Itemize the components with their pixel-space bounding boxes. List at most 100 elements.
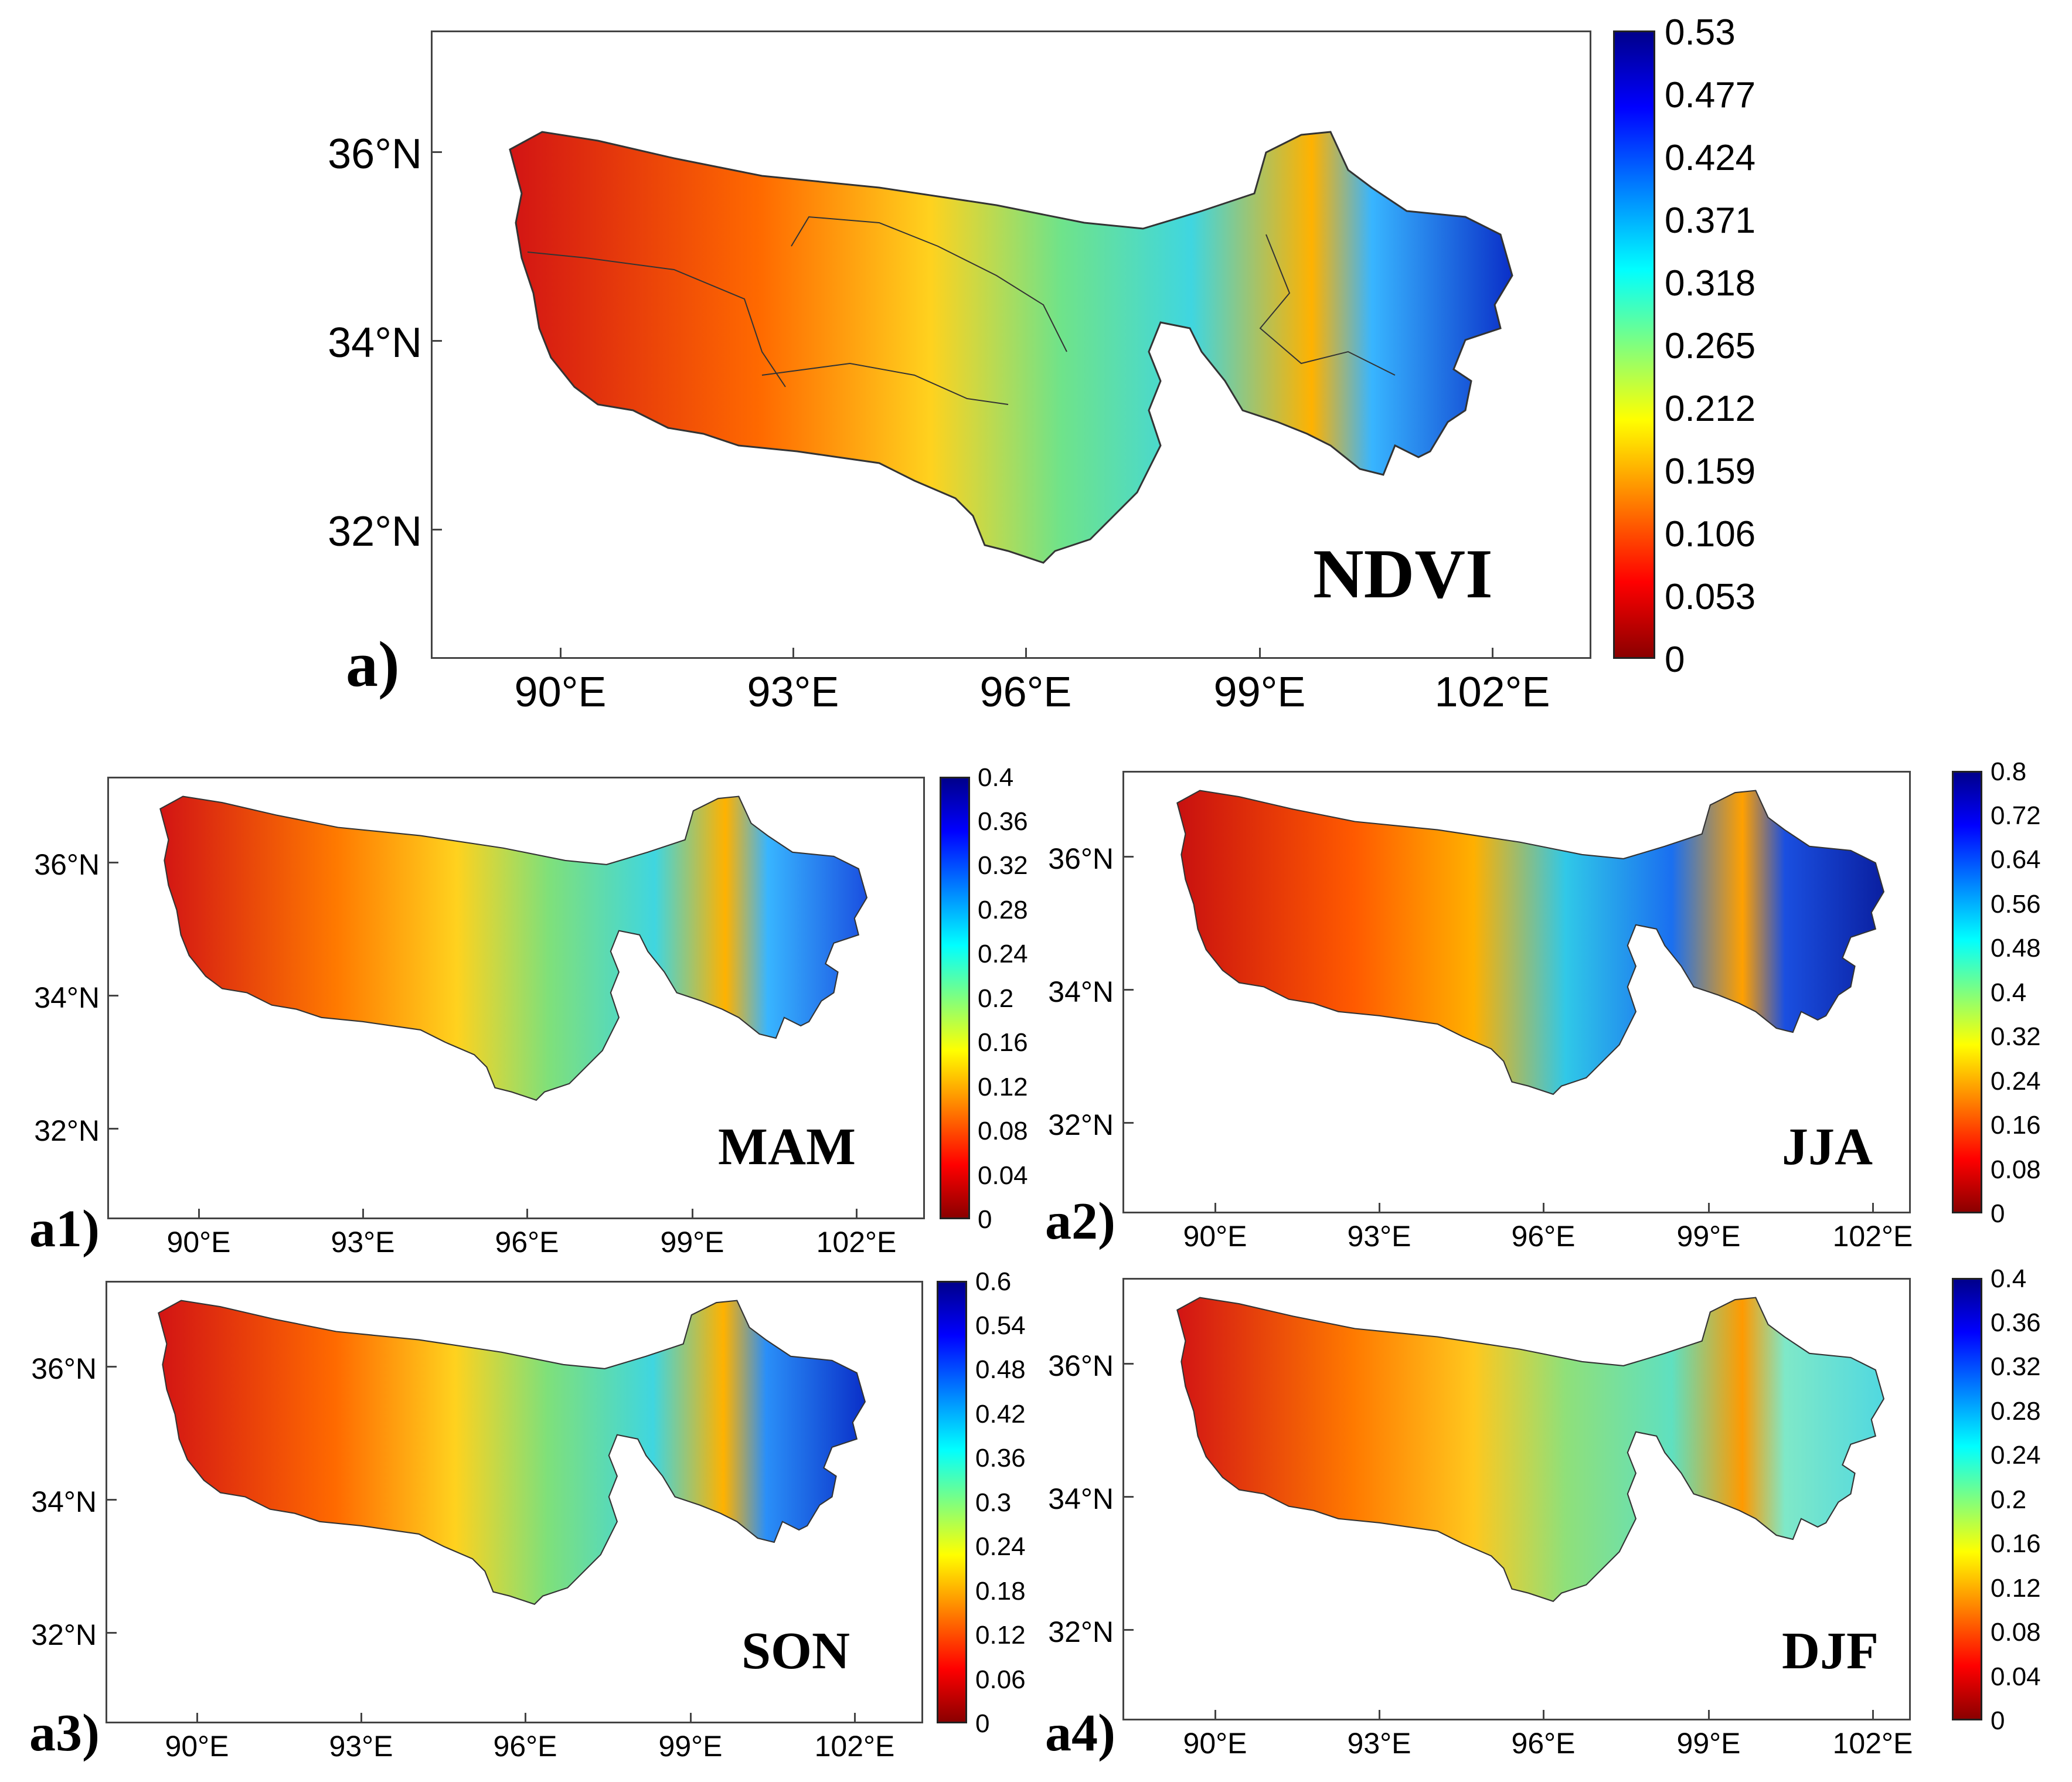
- colorbar-tick: 0.24: [1991, 1067, 2041, 1096]
- colorbar-tick: 0.32: [1991, 1352, 2041, 1381]
- lon-label: 102°E: [1434, 669, 1550, 716]
- lat-label: 36°N: [328, 131, 422, 178]
- lat-label: 32°N: [1048, 1108, 1114, 1141]
- colorbar-tick: 0.32: [978, 851, 1028, 880]
- lat-label: 36°N: [31, 1352, 97, 1385]
- lon-label: 93°E: [1347, 1220, 1411, 1253]
- colorbar-tick: 0.318: [1665, 263, 1756, 304]
- colorbar-tick: 0.08: [978, 1117, 1028, 1145]
- lon-label: 96°E: [495, 1226, 559, 1259]
- colorbar-tick: 0.54: [975, 1311, 1026, 1340]
- plateau-shape-a: [509, 131, 1513, 564]
- colorbar-tick: 0.48: [1991, 934, 2041, 963]
- panel-label: a3): [29, 1704, 100, 1762]
- lat-label: 32°N: [31, 1618, 97, 1651]
- colorbar-tick: 0.18: [975, 1577, 1026, 1606]
- colorbar-tick: 0.36: [1991, 1308, 2041, 1337]
- season-label: DJF: [1782, 1622, 1879, 1680]
- colorbar-tick: 0.53: [1665, 12, 1736, 53]
- colorbar-a1: [940, 777, 970, 1219]
- lon-label: 99°E: [658, 1730, 723, 1763]
- colorbar-tick: 0.4: [978, 763, 1014, 792]
- colorbar-tick: 0.08: [1991, 1155, 2041, 1184]
- colorbar-tick: 0.28: [1991, 1397, 2041, 1426]
- colorbar-tick: 0.4: [1991, 1264, 2027, 1293]
- lat-label: 34°N: [1048, 975, 1114, 1008]
- lat-label: 32°N: [328, 508, 422, 555]
- lon-label: 99°E: [660, 1226, 724, 1259]
- colorbar-a4: [1952, 1278, 1982, 1720]
- season-label: JJA: [1782, 1118, 1873, 1176]
- season-label: MAM: [718, 1118, 856, 1176]
- colorbar-tick: 0.371: [1665, 200, 1756, 241]
- lat-label: 32°N: [34, 1114, 100, 1147]
- plateau-shape-a4: [1176, 1297, 1885, 1603]
- colorbar-tick: 0.12: [975, 1621, 1026, 1650]
- colorbar-tick: 0.477: [1665, 75, 1756, 115]
- variable-label: NDVI: [1313, 535, 1493, 613]
- colorbar-tick: 0.16: [1991, 1529, 2041, 1558]
- lon-label: 90°E: [514, 669, 607, 716]
- colorbar-tick: 0.24: [1991, 1441, 2041, 1470]
- lon-label: 96°E: [1511, 1727, 1576, 1760]
- lat-label: 36°N: [34, 848, 100, 881]
- colorbar-tick: 0.212: [1665, 389, 1756, 429]
- colorbar-a: [1613, 30, 1655, 659]
- colorbar-tick: 0.4: [1991, 978, 2027, 1007]
- lon-label: 93°E: [329, 1730, 393, 1763]
- colorbar-tick: 0.12: [978, 1073, 1028, 1101]
- lon-label: 99°E: [1676, 1220, 1741, 1253]
- colorbar-tick: 0.6: [975, 1267, 1012, 1296]
- lon-label: 96°E: [1511, 1220, 1576, 1253]
- colorbar-tick: 0.159: [1665, 451, 1756, 492]
- lon-label: 90°E: [1183, 1220, 1247, 1253]
- colorbar-tick: 0.08: [1991, 1618, 2041, 1647]
- lon-label: 99°E: [1213, 669, 1306, 716]
- colorbar-tick: 0: [978, 1205, 992, 1234]
- lon-label: 96°E: [979, 669, 1072, 716]
- colorbar-tick: 0.3: [975, 1488, 1012, 1517]
- lon-label: 102°E: [814, 1730, 895, 1763]
- lat-label: 34°N: [31, 1485, 97, 1518]
- colorbar-tick: 0.12: [1991, 1574, 2041, 1603]
- lat-label: 36°N: [1048, 842, 1114, 875]
- colorbar-tick: 0.16: [978, 1028, 1028, 1057]
- plateau-shape-a2: [1176, 790, 1885, 1096]
- colorbar-tick: 0: [1991, 1199, 2005, 1228]
- season-label: SON: [741, 1622, 850, 1680]
- colorbar-tick: 0.32: [1991, 1022, 2041, 1051]
- lat-label: 36°N: [1048, 1349, 1114, 1382]
- lon-label: 96°E: [493, 1730, 557, 1763]
- colorbar-tick: 0.424: [1665, 138, 1756, 178]
- colorbar-tick: 0.2: [1991, 1485, 2027, 1514]
- colorbar-tick: 0.72: [1991, 801, 2041, 830]
- lat-label: 34°N: [328, 319, 422, 366]
- colorbar-tick: 0.24: [975, 1532, 1026, 1561]
- lat-label: 32°N: [1048, 1616, 1114, 1648]
- colorbar-tick: 0.04: [978, 1161, 1028, 1190]
- colorbar-tick: 0.36: [975, 1444, 1026, 1472]
- plateau-shape-a1: [159, 795, 868, 1101]
- colorbar-tick: 0.42: [975, 1400, 1026, 1429]
- lon-label: 102°E: [1832, 1220, 1913, 1253]
- lon-label: 93°E: [747, 669, 839, 716]
- colorbar-tick: 0.24: [978, 940, 1028, 968]
- lon-label: 93°E: [331, 1226, 395, 1259]
- colorbar-a3: [937, 1281, 967, 1723]
- lat-label: 34°N: [1048, 1482, 1114, 1515]
- colorbar-tick: 0: [1665, 640, 1685, 680]
- colorbar-tick: 0.48: [975, 1355, 1026, 1384]
- colorbar-tick: 0.56: [1991, 890, 2041, 919]
- panel-label: a1): [29, 1200, 100, 1258]
- colorbar-tick: 0.106: [1665, 514, 1756, 555]
- colorbar-tick: 0.06: [975, 1665, 1026, 1694]
- panel-label: a2): [1045, 1192, 1115, 1250]
- colorbar-tick: 0.04: [1991, 1662, 2041, 1691]
- colorbar-tick: 0.64: [1991, 845, 2041, 874]
- colorbar-tick: 0.2: [978, 984, 1014, 1013]
